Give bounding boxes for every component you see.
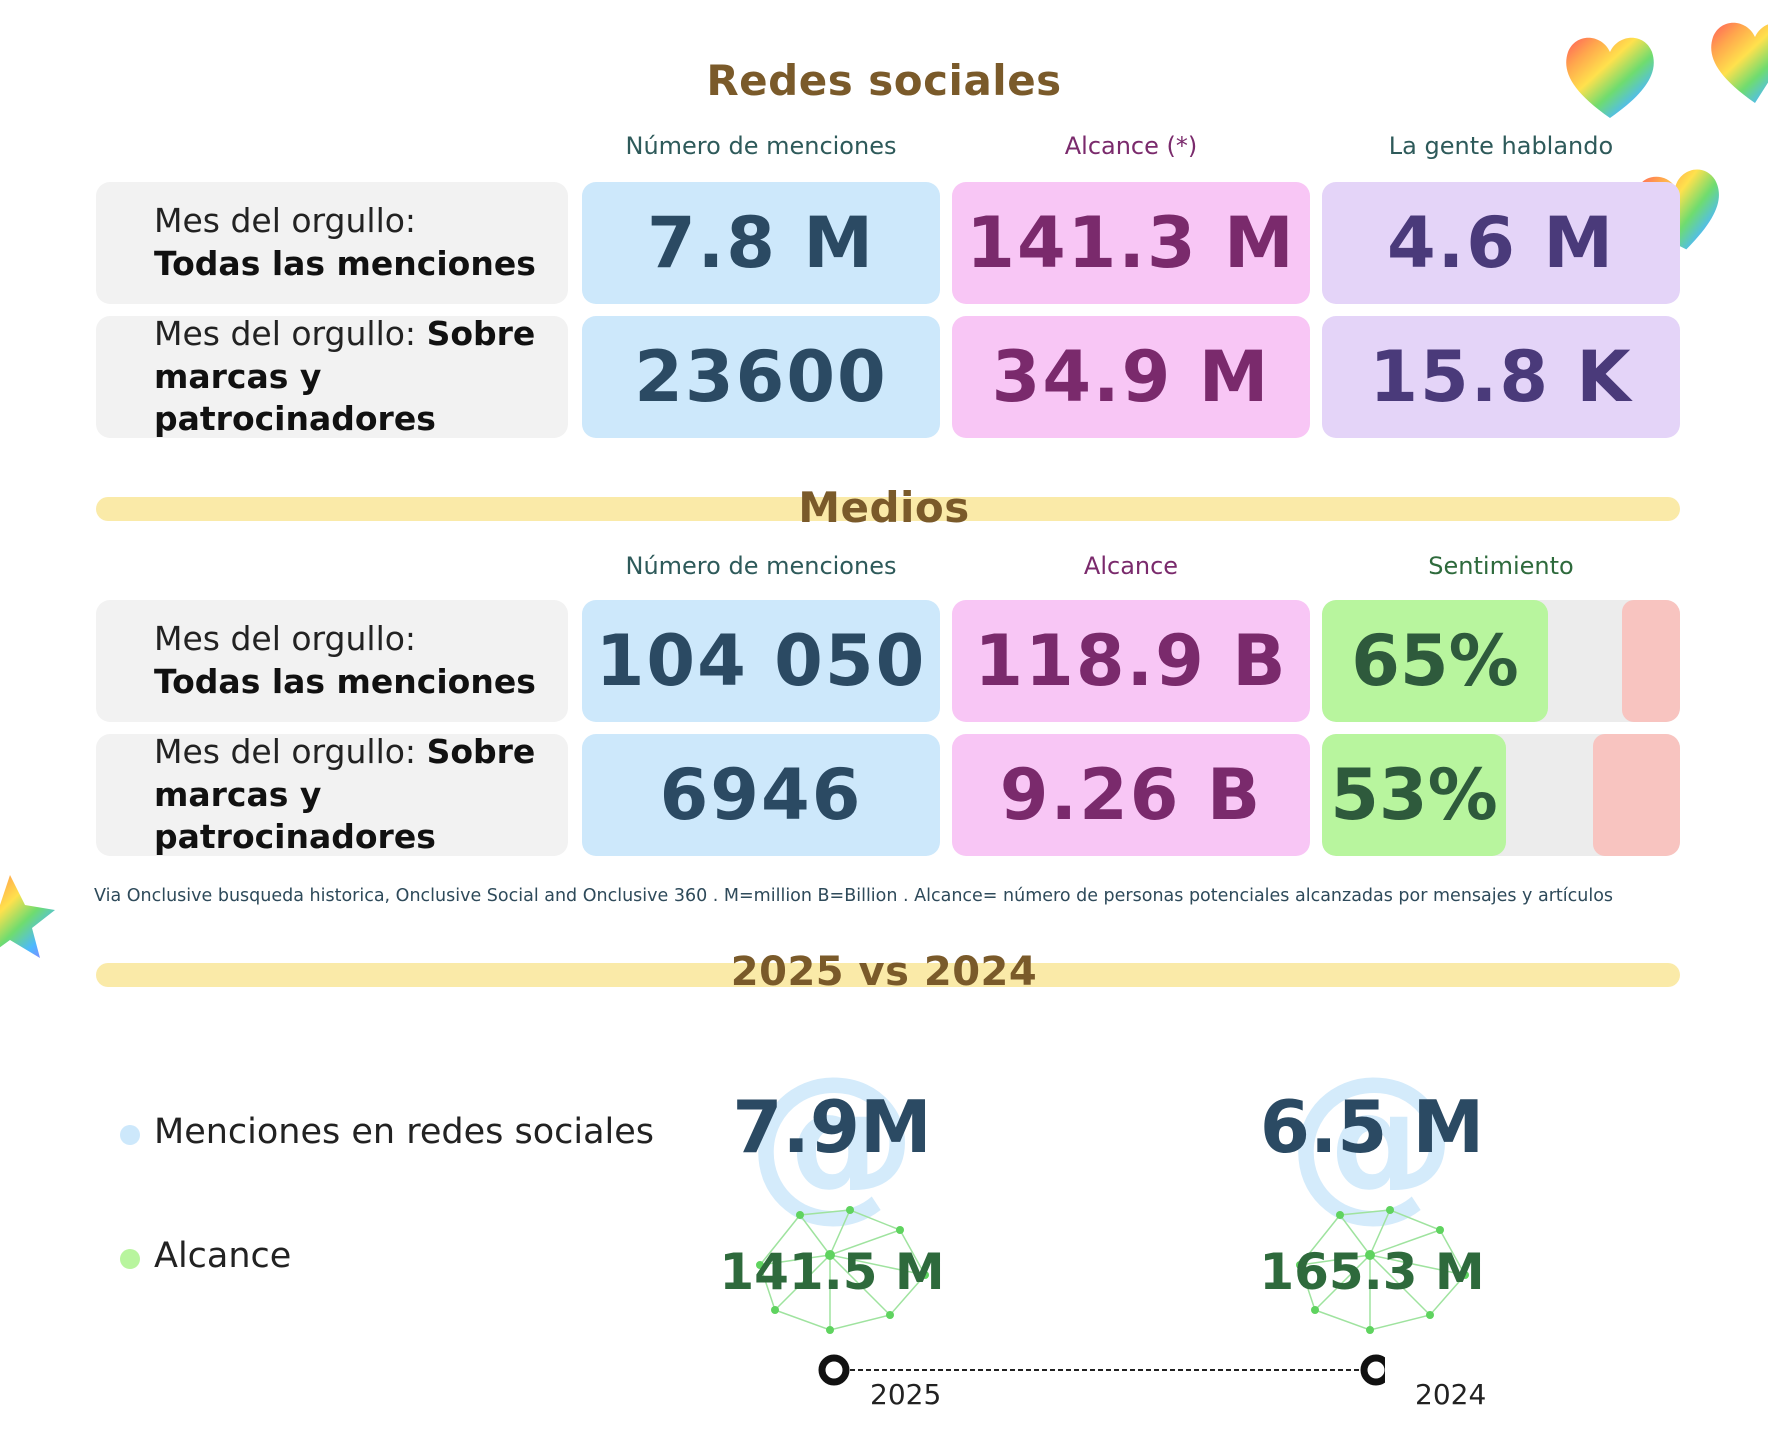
at-sign-icon: @ — [747, 1040, 917, 1238]
rainbow-heart-icon — [1566, 37, 1654, 119]
row-label-bold: marcas y patrocinadores — [154, 774, 436, 857]
reach-2025-value: 141.5 M — [719, 1243, 945, 1301]
social-all-reach-value: 141.3 M — [952, 182, 1310, 304]
social-header-reach: Alcance (*) — [1064, 132, 1198, 160]
timeline-node-2025 — [818, 1354, 850, 1386]
row-label-normal: Mes del orgullo: — [154, 619, 417, 659]
at-sign-icon: @ — [1287, 1040, 1457, 1238]
row-label-normal: Mes del orgullo: — [154, 731, 417, 771]
media-brands-reach-value: 9.26 B — [952, 734, 1310, 856]
comparison-section-title: 2025 vs 2024 — [730, 949, 1038, 995]
media-all-mentions-value: 104 050 — [582, 600, 940, 722]
network-brain-icon — [756, 1206, 929, 1334]
legend-label-mentions: Menciones en redes sociales — [154, 1112, 655, 1152]
comparison-divider-bar — [96, 963, 1680, 987]
sentiment-negative-fill — [1622, 600, 1680, 722]
timeline-node-2024 — [1360, 1354, 1385, 1386]
network-brain-icon — [1296, 1206, 1469, 1334]
media-brands-sentiment-bar: 53% — [1322, 734, 1680, 856]
media-section-title: Medios — [798, 483, 970, 532]
row-label-bold: Sobre — [426, 313, 536, 353]
media-header-sentiment: Sentimiento — [1428, 552, 1574, 580]
social-brands-reach-value: 34.9 M — [952, 316, 1310, 438]
social-brands-people-value: 15.8 K — [1322, 316, 1680, 438]
footnote: Via Onclusive busqueda historica, Onclus… — [94, 886, 1614, 906]
timeline — [818, 1354, 1385, 1386]
sentiment-negative-fill — [1593, 734, 1680, 856]
row-label-bold: Sobre — [426, 731, 536, 771]
legend-dot-mentions — [120, 1125, 140, 1145]
row-label-line1: Mes del orgullo: Sobre — [154, 313, 568, 356]
rainbow-star-icon — [0, 875, 55, 958]
row-label-normal: Mes del orgullo: — [154, 313, 417, 353]
row-label-bold: Todas las menciones — [154, 244, 536, 283]
media-brands-mentions-value: 6946 — [582, 734, 940, 856]
row-label-normal: Mes del orgullo: — [154, 201, 417, 241]
mentions-2024-value: 6.5 M — [1259, 1085, 1485, 1169]
reach-2024-value: 165.3 M — [1259, 1243, 1485, 1301]
media-header-mentions: Número de menciones — [625, 552, 897, 580]
social-header-mentions: Número de menciones — [625, 132, 897, 160]
sentiment-positive-fill: 65% — [1322, 600, 1548, 722]
media-all-reach-value: 118.9 B — [952, 600, 1310, 722]
social-row-brands-label: Mes del orgullo: Sobre marcas y patrocin… — [96, 313, 568, 438]
media-row-all-label: Mes del orgullo: Todas las menciones — [96, 600, 568, 722]
timeline-year-2024: 2024 — [1415, 1378, 1487, 1411]
media-divider-bar — [96, 497, 1680, 521]
mentions-2025-value: 7.9M — [732, 1085, 932, 1169]
sentiment-positive-fill: 53% — [1322, 734, 1506, 856]
row-label-line1: Mes del orgullo: Sobre — [154, 731, 568, 774]
legend-dot-reach — [120, 1249, 140, 1269]
timeline-year-2025: 2025 — [870, 1378, 942, 1411]
social-all-people-value: 4.6 M — [1322, 182, 1680, 304]
media-header-reach: Alcance — [1083, 552, 1179, 580]
row-label-bold: Todas las menciones — [154, 662, 536, 701]
social-section-title: Redes sociales — [706, 56, 1062, 105]
row-label-bold: marcas y patrocinadores — [154, 356, 436, 439]
social-header-people: La gente hablando — [1388, 132, 1614, 160]
social-brands-mentions-value: 23600 — [582, 316, 940, 438]
rainbow-heart-icon — [1711, 22, 1768, 103]
media-row-brands-label: Mes del orgullo: Sobre marcas y patrocin… — [96, 731, 568, 856]
social-all-mentions-value: 7.8 M — [582, 182, 940, 304]
media-all-sentiment-bar: 65% — [1322, 600, 1680, 722]
legend-label-reach: Alcance — [154, 1236, 292, 1276]
social-row-all-label: Mes del orgullo: Todas las menciones — [96, 182, 568, 304]
